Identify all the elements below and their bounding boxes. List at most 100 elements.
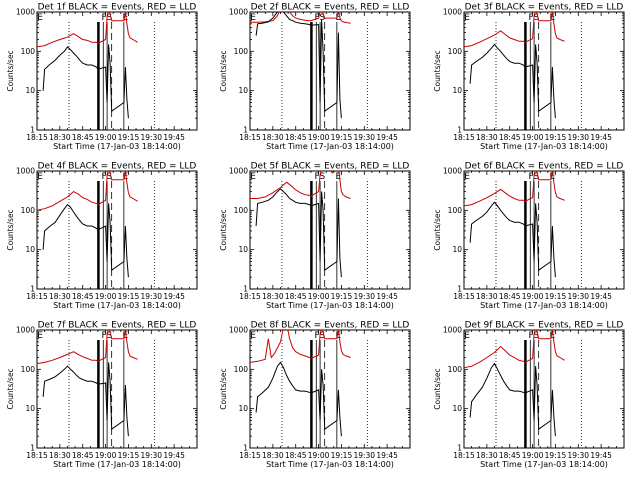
series-events-line: [255, 188, 342, 278]
time-marker-label: F: [314, 331, 319, 341]
time-marker-label: F: [101, 331, 106, 341]
x-tick-label: 19:30: [140, 451, 162, 460]
time-marker-label: E: [336, 172, 342, 182]
series-lld-line: [37, 12, 138, 48]
detector-panel-1: Det 1f BLACK = Events, RED = LLD 1 10 100 10…: [6, 3, 198, 151]
series-lld-line: [464, 330, 565, 369]
y-tick-label: 100: [21, 206, 36, 215]
series-events-line: [469, 362, 556, 437]
x-tick-label: 18:45: [499, 292, 521, 301]
y-tick-label: 10: [25, 86, 35, 95]
y-tick-label: 100: [448, 47, 463, 56]
x-tick-label: 18:30: [262, 133, 284, 142]
plot-frame: [463, 170, 625, 290]
x-tick-label: 19:45: [376, 133, 398, 142]
time-marker-label: F: [528, 13, 533, 23]
x-tick-label: 19:15: [545, 292, 567, 301]
plot-frame: [463, 329, 625, 449]
time-marker-label: E: [123, 331, 129, 341]
series-events-line: [42, 203, 129, 278]
series-events-line: [469, 201, 556, 278]
time-marker-label: S: [107, 13, 113, 23]
y-tick-label: 100: [234, 47, 249, 56]
x-axis-label: Start Time (17-Jan-03 18:14:00): [53, 301, 181, 310]
x-tick-label: 19:00: [95, 133, 117, 142]
time-marker-label: E: [123, 13, 129, 23]
x-tick-label: 19:30: [140, 292, 162, 301]
time-marker-label: E: [550, 331, 556, 341]
x-tick-label: 19:45: [376, 292, 398, 301]
series-lld-line: [250, 12, 351, 24]
x-tick-label: 19:15: [118, 451, 140, 460]
detector-panel-5: Det 5f BLACK = Events, RED = LLD 1 10 100 10…: [219, 162, 411, 310]
time-marker-label: E: [336, 13, 342, 23]
x-tick-label: 19:30: [353, 451, 375, 460]
y-tick-label: 10: [452, 245, 462, 254]
panel-title: Det 3f BLACK = Events, RED = LLD: [465, 3, 624, 13]
series-lld-line: [250, 171, 351, 199]
time-marker-label: S: [534, 331, 540, 341]
series-events-line: [469, 43, 556, 119]
series-lld-line: [464, 171, 565, 207]
y-tick-label: 100: [234, 206, 249, 215]
x-tick-label: 19:30: [140, 133, 162, 142]
time-marker-label: E: [37, 13, 43, 23]
y-axis-label: Counts/sec: [219, 50, 228, 91]
panel-title: Det 8f BLACK = Events, RED = LLD: [251, 321, 410, 331]
x-tick-label: 19:15: [331, 133, 353, 142]
time-marker-label: F: [528, 331, 533, 341]
x-tick-label: 18:45: [285, 133, 307, 142]
y-axis-label: Counts/sec: [433, 209, 442, 250]
plot-frame: [463, 11, 625, 131]
x-axis-label: Start Time (17-Jan-03 18:14:00): [266, 142, 394, 151]
y-tick-label: 1: [457, 444, 462, 453]
y-tick-label: 1: [243, 285, 248, 294]
detector-panel-9: Det 9f BLACK = Events, RED = LLD 1 10 100 10…: [433, 321, 625, 469]
x-tick-label: 19:00: [308, 292, 330, 301]
panel-title: Det 6f BLACK = Events, RED = LLD: [465, 162, 624, 172]
y-tick-label: 100: [448, 206, 463, 215]
x-tick-label: 19:00: [522, 451, 544, 460]
y-axis-label: Counts/sec: [219, 368, 228, 409]
y-tick-label: 1000: [229, 167, 248, 176]
time-marker-label: E: [336, 331, 342, 341]
x-tick-label: 19:45: [590, 292, 612, 301]
x-tick-label: 19:15: [545, 133, 567, 142]
time-marker-label: F: [528, 172, 533, 182]
x-tick-label: 18:30: [49, 451, 71, 460]
y-tick-label: 10: [238, 86, 248, 95]
x-tick-label: 18:30: [262, 292, 284, 301]
time-marker-label: E: [37, 172, 43, 182]
y-tick-label: 1000: [443, 167, 462, 176]
x-tick-label: 19:15: [118, 133, 140, 142]
time-marker-label: E: [250, 13, 256, 23]
x-tick-label: 18:15: [26, 133, 48, 142]
plot-frame: [249, 329, 411, 449]
x-tick-label: 19:45: [163, 292, 185, 301]
time-marker-label: S: [320, 331, 326, 341]
y-tick-label: 100: [21, 47, 36, 56]
series-lld-line: [37, 171, 138, 211]
y-tick-label: 1000: [16, 326, 35, 335]
y-tick-label: 10: [452, 404, 462, 413]
x-tick-label: 18:15: [453, 133, 475, 142]
x-tick-label: 19:45: [590, 451, 612, 460]
x-tick-label: 18:15: [239, 292, 261, 301]
x-tick-label: 18:45: [285, 451, 307, 460]
y-tick-label: 1: [243, 444, 248, 453]
y-tick-label: 1: [243, 126, 248, 135]
y-tick-label: 1000: [443, 8, 462, 17]
detector-panel-6: Det 6f BLACK = Events, RED = LLD 1 10 100 10…: [433, 162, 625, 310]
x-tick-label: 19:15: [118, 292, 140, 301]
x-tick-label: 19:00: [308, 133, 330, 142]
time-marker-label: S: [320, 13, 326, 23]
series-events-line: [255, 12, 342, 119]
detector-panel-4: Det 4f BLACK = Events, RED = LLD 1 10 100 10…: [6, 162, 198, 310]
panel-title: Det 1f BLACK = Events, RED = LLD: [38, 3, 197, 13]
x-tick-label: 19:15: [545, 451, 567, 460]
y-tick-label: 10: [25, 404, 35, 413]
x-tick-label: 18:30: [49, 292, 71, 301]
x-tick-label: 18:15: [453, 451, 475, 460]
time-marker-label: E: [550, 13, 556, 23]
plot-frame: [249, 11, 411, 131]
